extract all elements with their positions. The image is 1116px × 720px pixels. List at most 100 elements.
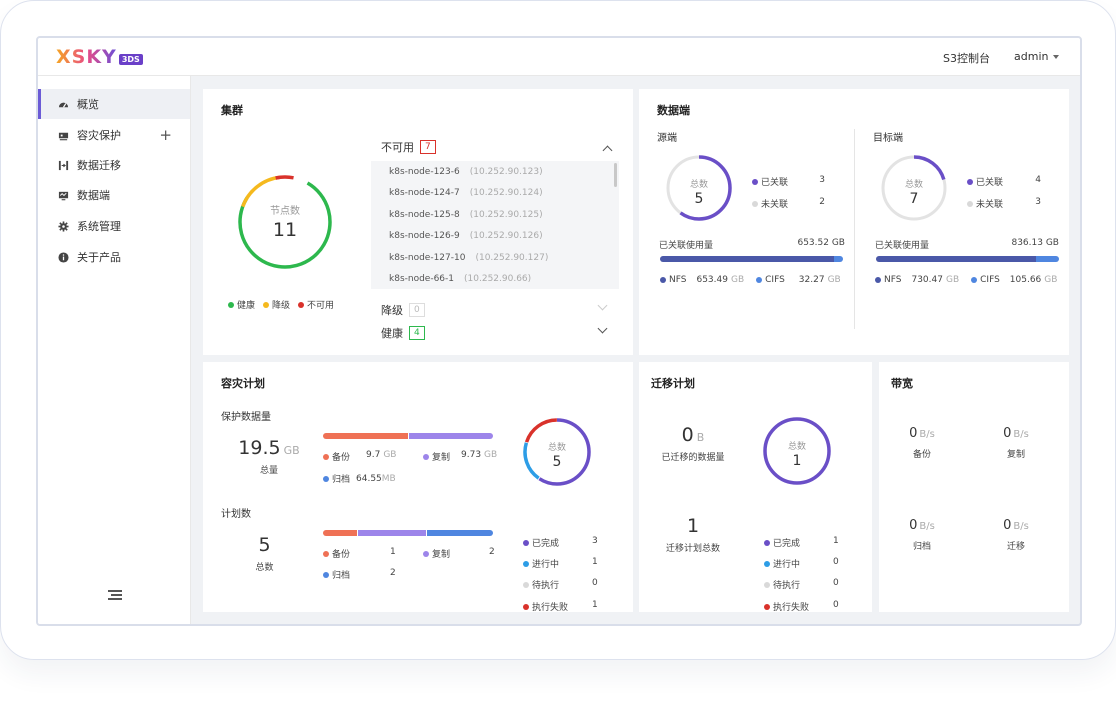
user-name: admin: [1014, 50, 1049, 63]
protect-copy: 复制: [423, 450, 450, 463]
plan-backup-value: 1: [390, 547, 396, 557]
plan-archive-value: 2: [390, 568, 396, 578]
node-status-donut: [238, 175, 332, 269]
sidebar-item-disaster-recovery[interactable]: 容灾保护 +: [38, 120, 190, 150]
cluster-legend: 健康 降级 不可用: [228, 298, 334, 311]
migration-pending-value: 0: [833, 578, 839, 588]
source-linked-arc: [666, 155, 732, 221]
dr-donut-center: 总数 5: [547, 443, 566, 470]
target-unlinked-value: 3: [1035, 197, 1041, 207]
source-usage-total: 653.52 GB: [797, 238, 845, 248]
degraded-dot: [263, 301, 270, 308]
target-linked-value: 4: [1035, 175, 1041, 185]
target-usage-bar: [876, 256, 1059, 262]
chevron-up-icon[interactable]: [602, 145, 613, 156]
source-breakdown: NFS 653.49 GB CIFS 32.27 GB: [660, 275, 841, 285]
logo-badge: 3DS: [118, 53, 143, 65]
sidebar-item-data-migration[interactable]: 数据迁移: [38, 150, 190, 180]
migration-status-donut: [763, 417, 831, 485]
protect-total: 19.5 GB 总量: [238, 437, 300, 476]
collapse-menu-icon[interactable]: [108, 590, 122, 602]
degraded-count-badge: 0: [409, 303, 425, 317]
unavailable-label: 不可用: [381, 141, 414, 154]
device-frame: XSKY 3DS S3控制台 admin 概览 容灾保护 + 数据迁: [0, 0, 1116, 660]
divider: [854, 129, 855, 329]
sidebar: 概览 容灾保护 + 数据迁移 数据端 系统管理: [38, 76, 191, 624]
migration-status-completed: 已完成: [764, 536, 800, 549]
expand-plus-icon[interactable]: +: [159, 126, 172, 144]
donut-completed-arc: [763, 417, 831, 485]
source-usage-label: 已关联使用量: [659, 241, 714, 251]
scrollbar[interactable]: [614, 163, 617, 187]
target-breakdown: NFS 730.47 GB CIFS 105.66 GB: [875, 275, 1057, 285]
sidebar-item-label: 容灾保护: [77, 129, 121, 142]
bandwidth-backup: 0 B/s 备份: [909, 426, 935, 460]
plan-copy-segment: [358, 530, 426, 536]
sidebar-item-label: 系统管理: [77, 220, 121, 233]
sidebar-item-about[interactable]: 关于产品: [38, 242, 190, 272]
unavailable-dot: [298, 301, 305, 308]
migration-status-pending: 待执行: [764, 578, 800, 591]
cluster-card: 集群 节点数 11 健康 降级 不可用 不可用 7 k8s-node-123-6…: [203, 89, 633, 355]
target-unlinked: 未关联: [967, 197, 1003, 210]
bandwidth-copy: 0 B/s 复制: [1003, 426, 1029, 460]
legend-degraded: 降级: [272, 301, 291, 311]
target-cifs-segment: [1035, 256, 1059, 262]
node-count-center: 节点数 11: [235, 202, 335, 241]
user-menu[interactable]: admin: [1014, 50, 1060, 63]
s3-console-link[interactable]: S3控制台: [943, 52, 990, 65]
dr-status-failed-value: 1: [592, 600, 598, 610]
sidebar-item-label: 数据端: [77, 189, 110, 202]
target-usage-total: 836.13 GB: [1011, 238, 1059, 248]
chevron-down-icon[interactable]: [597, 323, 608, 334]
dr-status-donut: [523, 418, 591, 486]
list-item[interactable]: k8s-node-66-1 (10.252.90.66): [389, 274, 532, 285]
caret-down-icon: [1053, 54, 1060, 59]
protect-copy-segment: [408, 433, 493, 439]
list-item[interactable]: k8s-node-124-7 (10.252.90.124): [389, 188, 543, 199]
dr-status-running-value: 1: [592, 557, 598, 567]
chevron-down-icon[interactable]: [597, 300, 608, 311]
unavailable-header[interactable]: 不可用 7: [381, 139, 436, 155]
migration-donut-center: 总数 1: [787, 442, 806, 469]
protect-label: 保护数据量: [221, 412, 271, 423]
unavailable-node-list[interactable]: k8s-node-123-6 (10.252.90.123) k8s-node-1…: [371, 161, 619, 289]
logo[interactable]: XSKY 3DS: [56, 47, 143, 67]
dr-plan-title: 容灾计划: [221, 377, 265, 390]
bandwidth-migration: 0 B/s 迁移: [1003, 518, 1029, 552]
protect-archive: 归档 64.55 MB: [323, 472, 396, 485]
source-total: 总数 5: [689, 180, 708, 207]
source-donut: [666, 155, 732, 221]
healthy-header[interactable]: 健康 4: [381, 325, 425, 341]
source-title: 源端: [657, 133, 677, 144]
sidebar-item-data-endpoint[interactable]: 数据端: [38, 180, 190, 210]
target-title: 目标端: [873, 133, 903, 144]
list-item[interactable]: k8s-node-123-6 (10.252.90.123): [389, 166, 543, 177]
source-unlinked: 未关联: [752, 197, 788, 210]
disaster-recovery-icon: [58, 130, 69, 141]
sidebar-item-system-management[interactable]: 系统管理: [38, 211, 190, 241]
legend-healthy: 健康: [237, 301, 256, 311]
sidebar-item-overview[interactable]: 概览: [38, 89, 190, 119]
dr-status-pending: 待执行: [523, 578, 559, 591]
migration-plan-title: 迁移计划: [651, 377, 695, 390]
list-item[interactable]: k8s-node-126-9 (10.252.90.126): [389, 231, 543, 242]
target-nfs-segment: [876, 256, 1036, 262]
node-count-value: 11: [272, 219, 298, 241]
migration-failed-value: 0: [833, 600, 839, 610]
unavailable-count-badge: 7: [420, 140, 436, 154]
list-item[interactable]: k8s-node-127-10 (10.252.90.127): [389, 252, 549, 263]
node-count-label: 节点数: [270, 206, 300, 217]
protect-backup-value: 9.7 GB: [366, 450, 397, 460]
healthy-count-badge: 4: [409, 326, 425, 340]
migration-status-failed: 执行失败: [764, 600, 809, 613]
donut-unavailable-arc: [238, 175, 332, 269]
target-total: 总数 7: [904, 180, 923, 207]
degraded-header[interactable]: 降级 0: [381, 302, 425, 318]
protect-backup: 备份: [323, 450, 350, 463]
plan-total: 5 总数: [255, 534, 274, 573]
protect-bar: [323, 433, 493, 439]
bandwidth-archive: 0 B/s 归档: [909, 518, 935, 552]
list-item[interactable]: k8s-node-125-8 (10.252.90.125): [389, 209, 543, 220]
